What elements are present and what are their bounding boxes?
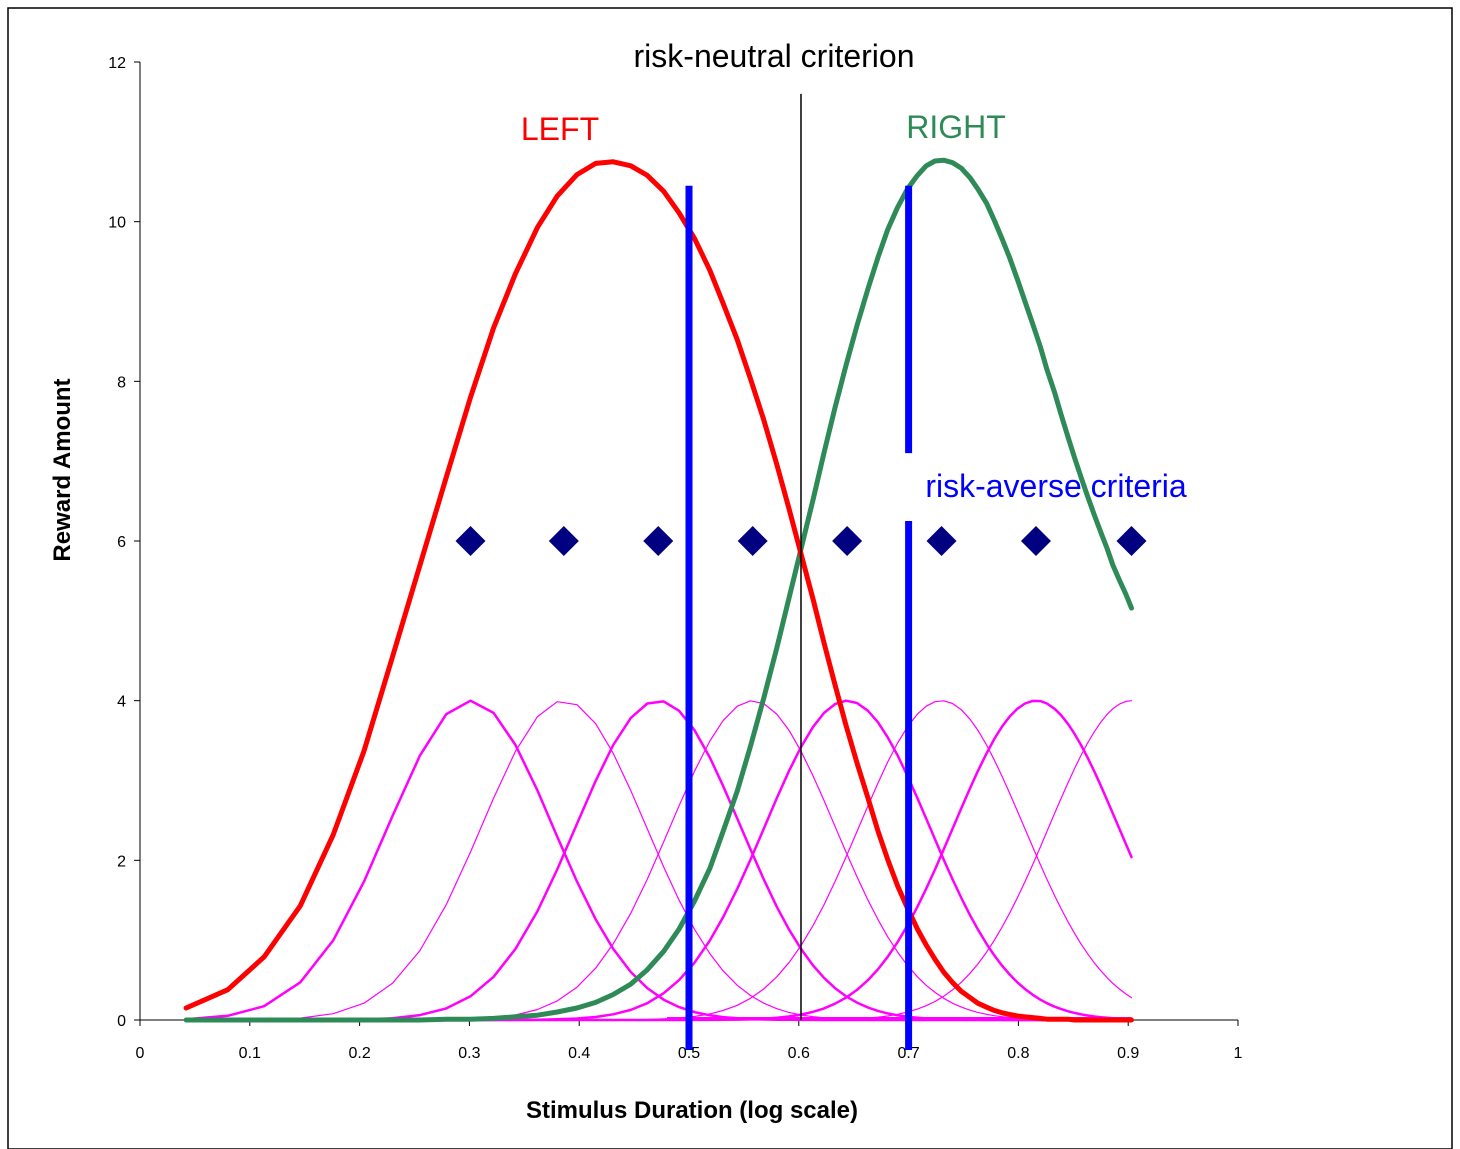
diamond-marker [832, 526, 863, 556]
diamond-marker [643, 526, 674, 556]
y-tick-label: 12 [108, 55, 126, 72]
y-tick-label: 2 [117, 853, 126, 870]
neutral-criterion-label: risk-neutral criterion [634, 38, 915, 74]
chart-frame [7, 7, 1453, 1149]
x-tick-label: 0.1 [239, 1045, 261, 1062]
x-tick-label: 0.8 [1007, 1045, 1029, 1062]
y-tick-label: 0 [117, 1013, 126, 1030]
x-tick-label: 0.2 [348, 1045, 370, 1062]
diamond-marker [548, 526, 579, 556]
left-label: LEFT [521, 111, 599, 147]
x-tick-label: 0.4 [568, 1045, 590, 1062]
x-tick-label: 0.7 [897, 1045, 919, 1062]
averse-criteria-label: risk-averse criteria [925, 468, 1187, 504]
y-tick-label: 6 [117, 534, 126, 551]
y-axis-title: Reward Amount [49, 378, 76, 561]
y-tick-label: 4 [117, 694, 126, 711]
x-tick-label: 0.6 [788, 1045, 810, 1062]
x-axis-title: Stimulus Duration (log scale) [526, 1097, 858, 1124]
y-tick-label: 10 [108, 215, 126, 232]
y-tick-label: 8 [117, 374, 126, 391]
x-tick-label: 0.3 [458, 1045, 480, 1062]
x-tick-label: 0.5 [678, 1045, 700, 1062]
diamond-marker [1020, 526, 1051, 556]
diamond-marker [455, 526, 486, 556]
left-curve [183, 159, 1134, 1023]
right-label: RIGHT [906, 109, 1006, 145]
x-tick-label: 1 [1234, 1045, 1243, 1062]
right-curve [183, 157, 1134, 1023]
diamond-marker [926, 526, 957, 556]
x-tick-label: 0.9 [1117, 1045, 1139, 1062]
diamond-marker [1116, 526, 1147, 556]
diamond-marker [737, 526, 768, 556]
x-tick-label: 0 [136, 1045, 145, 1062]
